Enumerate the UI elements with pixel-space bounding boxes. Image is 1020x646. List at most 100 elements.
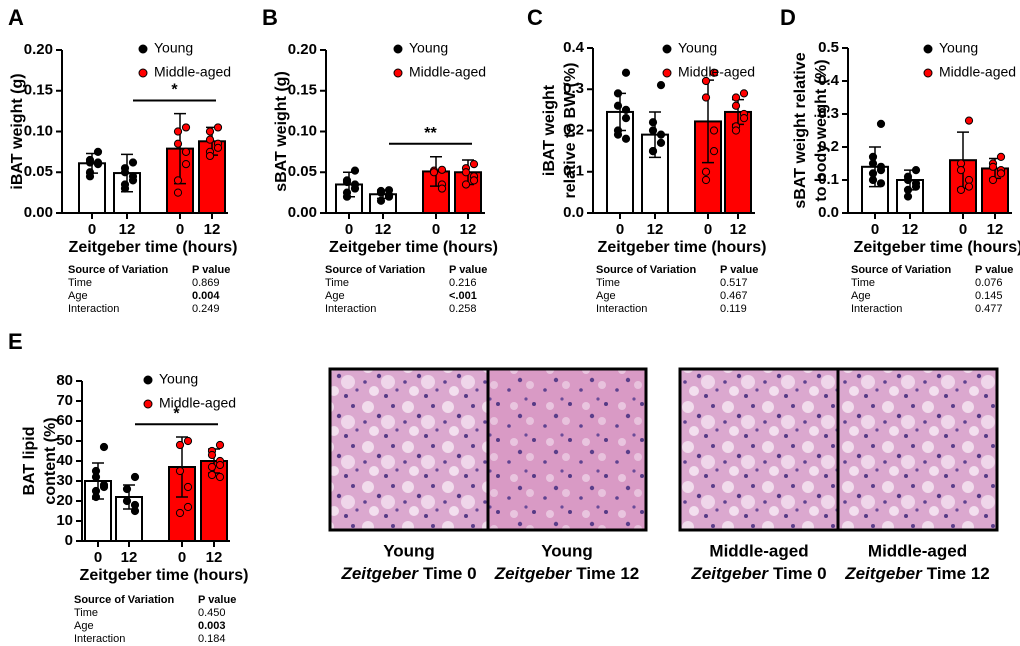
y-axis-label: to body weight (%) [813, 59, 830, 201]
x-axis-label: Zeitgeber time (hours) [854, 239, 1020, 256]
y-tick-label: 0 [65, 532, 73, 549]
data-point [350, 166, 360, 175]
data-point [183, 502, 193, 512]
x-tick-label: 0 [704, 221, 712, 238]
data-point [205, 151, 215, 161]
stats-p-value: <.001 [449, 290, 477, 302]
legend-label: Young [678, 40, 717, 56]
data-point [996, 169, 1006, 178]
x-tick-label: 12 [206, 549, 223, 566]
data-point [731, 93, 741, 102]
data-point [342, 192, 352, 201]
stats-source: Age [74, 620, 94, 632]
legend-marker [143, 399, 153, 409]
stats-p-value: 0.003 [198, 620, 226, 632]
stats-p-value: 0.004 [192, 290, 220, 302]
x-axis-label: Zeitgeber time (hours) [598, 239, 767, 256]
x-tick-label: 12 [119, 221, 136, 238]
data-point [911, 182, 921, 191]
stats-source: Time [325, 277, 349, 289]
x-tick-label: 12 [987, 221, 1004, 238]
data-point [739, 89, 749, 98]
data-point [648, 126, 658, 135]
stats-header: Source of Variation [68, 264, 169, 276]
caption-rest: Time 0 [773, 564, 827, 583]
stats-p-value: 0.076 [975, 277, 1003, 289]
y-axis-label: iBAT weight (g) [9, 73, 26, 189]
caption-group: Young [383, 541, 435, 560]
data-point [621, 134, 631, 143]
data-point [213, 123, 223, 132]
y-tick-label: 0.5 [818, 39, 839, 56]
data-point [215, 460, 225, 470]
data-point [91, 472, 101, 482]
data-point [911, 166, 921, 175]
caption-time: Zeitgeber Time 12 [494, 564, 640, 583]
data-point [876, 166, 886, 175]
data-point [701, 76, 711, 86]
y-tick-label: 0.20 [24, 41, 53, 58]
stats-source: Time [851, 277, 875, 289]
data-point [91, 492, 101, 502]
x-tick-label: 12 [460, 221, 477, 238]
data-point [996, 152, 1006, 161]
x-tick-label: 0 [871, 221, 879, 238]
stats-header: P value [720, 264, 758, 276]
y-tick-label: 0.00 [288, 204, 317, 221]
data-point [469, 176, 479, 185]
y-tick-label: 0.0 [563, 204, 584, 221]
data-point [956, 185, 966, 194]
data-point [731, 101, 741, 110]
data-point [988, 162, 998, 171]
panel-label: E [8, 329, 23, 354]
x-axis-label: Zeitgeber time (hours) [69, 239, 238, 256]
data-point [709, 126, 719, 135]
data-point [350, 184, 360, 193]
data-point [128, 158, 138, 167]
stats-source: Interaction [74, 633, 125, 645]
stats-header: P value [192, 264, 230, 276]
data-point [93, 160, 103, 169]
stats-p-value: 0.145 [975, 290, 1003, 302]
legend-marker [393, 44, 403, 54]
caption-rest: Time 0 [423, 564, 477, 583]
legend-label: Middle-aged [159, 395, 236, 411]
x-tick-label: 0 [178, 549, 186, 566]
stats-source: Time [74, 607, 98, 619]
y-tick-label: 0.3 [818, 105, 839, 122]
y-axis-label: sBAT weight relative [792, 52, 809, 208]
data-point [181, 160, 191, 169]
stats-header: Source of Variation [851, 264, 952, 276]
stats-p-value: 0.249 [192, 303, 220, 315]
y-tick-label: 0.4 [563, 39, 585, 56]
panel-label: D [780, 5, 796, 30]
data-point [175, 466, 185, 476]
x-tick-label: 12 [375, 221, 392, 238]
data-point [437, 184, 447, 193]
legend-marker [662, 44, 672, 54]
data-point [964, 116, 974, 125]
caption-rest: Time 12 [576, 564, 639, 583]
y-tick-label: 0.2 [563, 121, 584, 138]
legend-label: Young [409, 40, 448, 56]
stats-p-value: 0.517 [720, 277, 748, 289]
data-point [876, 179, 886, 188]
stats-p-value: 0.467 [720, 290, 748, 302]
legend-label: Middle-aged [939, 64, 1016, 80]
data-point [173, 188, 183, 197]
data-point [868, 175, 878, 185]
x-tick-label: 0 [88, 221, 96, 238]
stats-p-value: 0.184 [198, 633, 226, 645]
data-point [205, 127, 215, 136]
caption-group: Middle-aged [868, 541, 967, 560]
stats-source: Interaction [325, 303, 376, 315]
legend-marker [923, 44, 933, 54]
y-tick-label: 40 [56, 452, 73, 469]
y-tick-label: 0.15 [288, 82, 317, 99]
y-tick-label: 70 [56, 392, 73, 409]
stats-p-value: 0.450 [198, 607, 226, 619]
stats-p-value: 0.258 [449, 303, 477, 315]
legend-marker [393, 68, 403, 78]
x-tick-label: 0 [94, 549, 102, 566]
caption-time: Zeitgeber Time 0 [340, 564, 476, 583]
